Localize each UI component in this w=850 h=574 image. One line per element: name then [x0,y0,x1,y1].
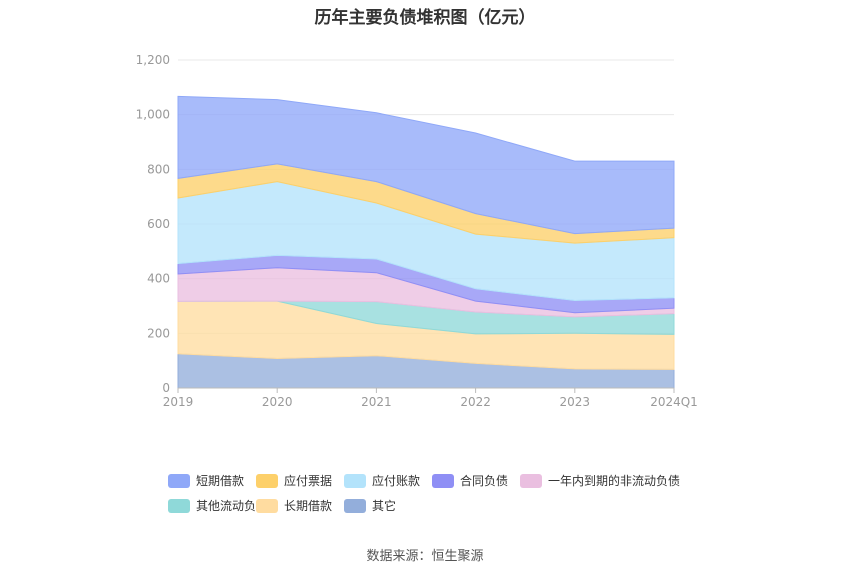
legend-item[interactable]: 合同负债 [432,472,508,489]
legend-label: 合同负债 [460,474,509,488]
legend-label: 其他流动负债 [196,499,269,513]
legend-label: 长期借款 [284,499,333,513]
y-tick-label: 800 [147,162,170,176]
legend-item[interactable]: 其它 [344,497,396,514]
legend-label: 应付账款 [372,474,421,488]
legend-item[interactable]: 应付票据 [256,472,332,489]
x-tick-label: 2023 [560,395,591,409]
x-tick-label: 2020 [262,395,293,409]
legend-item[interactable]: 其他流动负债 [168,497,268,514]
legend-swatch [256,498,278,513]
legend-label: 一年内到期的非流动负债 [548,474,681,488]
legend-label: 其它 [372,499,397,513]
x-tick-label: 2024Q1 [650,395,698,409]
legend-label: 应付票据 [284,474,333,488]
y-tick-label: 600 [147,217,170,231]
legend-swatch [344,498,366,513]
area-layers [177,95,675,389]
y-tick-label: 1,200 [136,53,170,67]
y-tick-label: 1,000 [136,108,170,122]
y-tick-label: 400 [147,272,170,286]
legend-swatch [344,473,366,488]
legend-swatch [256,473,278,488]
legend-swatch [520,473,542,488]
x-axis-ticks: 2019 2020 2021 2022 2023 2024Q1 [163,387,698,409]
x-tick-label: 2019 [163,395,194,409]
y-tick-label: 0 [162,381,170,395]
legend-label: 短期借款 [196,474,245,488]
x-tick-label: 2022 [460,395,491,409]
legend-swatch [168,498,190,513]
chart-title: 历年主要负债堆积图（亿元） [314,8,536,28]
data-source: 数据来源：恒生聚源 [366,549,484,564]
area-短期借款 [177,95,675,235]
y-tick-label: 200 [147,326,170,340]
legend-item[interactable]: 应付账款 [344,472,420,489]
y-axis-ticks: 0 200 400 600 800 1,000 1,200 [136,53,170,395]
legend-item[interactable]: 长期借款 [256,497,332,514]
legend-swatch [432,473,454,488]
x-tick-label: 2021 [361,395,392,409]
legend-swatch [168,473,190,488]
legend-item[interactable]: 一年内到期的非流动负债 [520,472,680,489]
legend-item[interactable]: 短期借款 [168,472,244,489]
